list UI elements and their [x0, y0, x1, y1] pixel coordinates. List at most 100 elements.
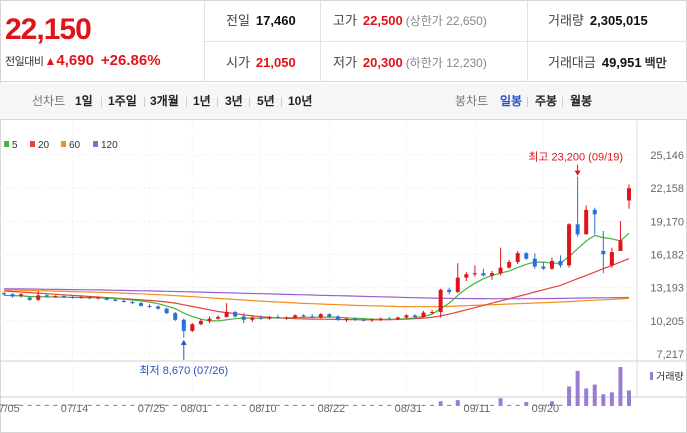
- divider: [562, 97, 563, 107]
- high-value: 22,500: [363, 13, 403, 28]
- quote-header: 22,150 전일대비▲4,690 +26.86% 전일 17,460 고가 22,5…: [0, 0, 687, 82]
- candle-body: [36, 295, 40, 299]
- volume-bar: [516, 405, 520, 406]
- x-tick-label: 09/20: [532, 403, 560, 415]
- candle: [267, 316, 271, 320]
- y-tick-label: 7,217: [656, 349, 684, 361]
- y-tick-label: 10,205: [650, 316, 684, 328]
- candle: [285, 316, 289, 319]
- volume-bar: [584, 388, 588, 406]
- legend-label-ma20: 20: [38, 140, 50, 151]
- low-annotation: 최저 8,670 (07/26): [139, 364, 228, 377]
- candle-body: [122, 301, 126, 302]
- volume-bar: [610, 392, 614, 406]
- candle-body: [516, 253, 520, 262]
- moving-averages: [4, 233, 629, 321]
- period-button-5y[interactable]: 5년: [257, 83, 275, 120]
- candle-body: [490, 273, 494, 275]
- period-button-1y[interactable]: 1년: [193, 83, 211, 120]
- x-axis: 07/0507/1407/2508/0108/1008/2208/3109/11…: [0, 403, 559, 415]
- divider: [101, 97, 102, 107]
- y-tick-label: 25,146: [650, 150, 684, 162]
- candle: [11, 293, 15, 297]
- candle-body: [276, 317, 280, 318]
- divider: [144, 97, 145, 107]
- divider: [281, 97, 282, 107]
- period-button-3y[interactable]: 3년: [225, 83, 243, 120]
- volume-bar: [28, 405, 32, 406]
- divider: [527, 97, 528, 107]
- candle-body: [370, 319, 374, 320]
- candle-body: [165, 309, 169, 313]
- candle-button-weekly[interactable]: 주봉: [535, 83, 557, 120]
- divider: [186, 97, 187, 107]
- volume-legend-swatch: [650, 372, 653, 380]
- price-chart: 5 20 60 120 25,14622,15819,17016,18213,1…: [0, 121, 687, 433]
- candle-chart-title: 봉차트: [455, 83, 488, 120]
- candle-button-daily[interactable]: 일봉: [500, 83, 522, 120]
- high-label: 고가: [333, 13, 357, 28]
- candle: [499, 248, 503, 276]
- volume-bar: [285, 405, 289, 406]
- volume-bar: [567, 387, 571, 407]
- candle: [447, 288, 451, 295]
- candle-body: [105, 298, 109, 300]
- period-button-3m[interactable]: 3개월: [150, 83, 179, 120]
- period-button-10y[interactable]: 10년: [288, 83, 312, 120]
- candle-body: [96, 298, 100, 299]
- candle: [148, 304, 152, 308]
- volume-value: 2,305,015: [590, 13, 648, 28]
- volume-bar: [439, 401, 443, 406]
- volume-bar: [618, 367, 622, 406]
- low-arrowhead-icon: [181, 340, 187, 345]
- candle: [233, 311, 237, 318]
- candle: [216, 315, 220, 319]
- candle-body: [233, 312, 237, 316]
- candle-body: [593, 210, 597, 214]
- candle-body: [250, 318, 254, 320]
- amount-value: 49,951: [602, 55, 642, 70]
- period-button-1w[interactable]: 1주일: [108, 83, 137, 120]
- candle-body: [627, 188, 631, 200]
- volume-bar: [130, 405, 134, 406]
- amount-label: 거래대금: [548, 55, 596, 70]
- candle-body: [242, 316, 246, 319]
- candle-body: [447, 290, 451, 292]
- candle: [182, 319, 186, 338]
- candle-body: [404, 315, 408, 317]
- prev-close-value: 17,460: [256, 13, 296, 28]
- candle: [19, 293, 23, 297]
- candle-body: [524, 253, 528, 259]
- candle-body: [293, 315, 297, 317]
- volume-bar: [601, 394, 605, 406]
- volume-bar: [122, 405, 126, 406]
- candle-body: [353, 319, 357, 320]
- y-tick-label: 13,193: [650, 283, 684, 295]
- amount-unit: 백만: [645, 56, 667, 70]
- candle-body: [148, 306, 152, 307]
- candle-button-monthly[interactable]: 월봉: [570, 83, 592, 120]
- volume-bar: [353, 405, 357, 406]
- candle-body: [499, 268, 503, 274]
- change-value: 4,690: [56, 52, 94, 69]
- volume-bar: [216, 405, 220, 406]
- candle-body: [259, 318, 263, 319]
- legend-label-ma60: 60: [69, 140, 81, 151]
- candle-body: [11, 294, 15, 296]
- volume-bar: [173, 405, 177, 406]
- candle-body: [618, 240, 622, 251]
- lower-limit: (하한가 12,230): [406, 56, 487, 70]
- period-button-1d[interactable]: 1일: [75, 83, 93, 120]
- volume-bar: [456, 400, 460, 406]
- candle: [319, 313, 323, 319]
- candle-body: [576, 224, 580, 234]
- candle-body: [456, 278, 460, 292]
- candle: [225, 303, 229, 317]
- volume-legend-label: 거래량: [656, 371, 684, 383]
- volume-bar: [524, 402, 528, 406]
- x-tick-label: 08/31: [395, 403, 423, 415]
- candle: [70, 296, 74, 299]
- candle: [190, 323, 194, 332]
- candle-body: [610, 252, 614, 265]
- candle-body: [533, 259, 537, 267]
